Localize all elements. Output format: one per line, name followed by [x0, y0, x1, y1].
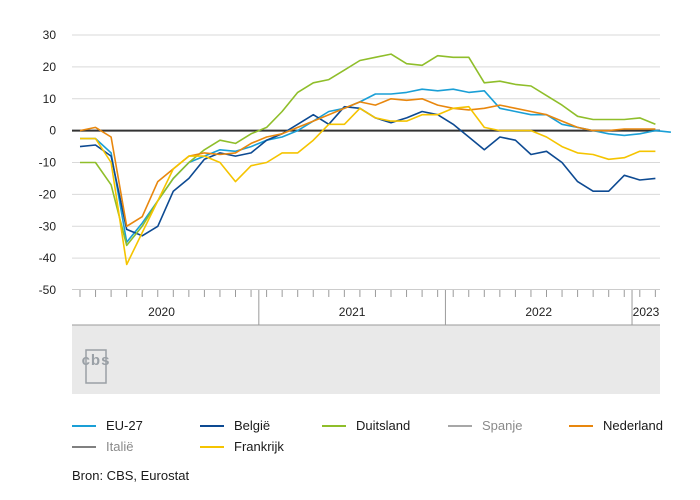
y-tick-label: 30 — [43, 28, 57, 42]
legend-label: Italië — [106, 439, 134, 454]
series-line-duitsland — [80, 53, 656, 247]
legend-item-italie[interactable]: Italië — [72, 439, 133, 454]
x-year-label: 2020 — [148, 305, 175, 319]
legend-label: België — [234, 418, 271, 433]
y-axis-tick-labels: 30 20 10 0 -10 -20 -30 -40 -50 — [39, 28, 57, 297]
series-lines — [79, 53, 671, 266]
legend-swatch-eu27 — [72, 424, 96, 427]
y-tick-label: -20 — [39, 187, 57, 201]
x-year-label: 2022 — [525, 305, 552, 319]
source-note: Bron: CBS, Eurostat — [72, 468, 190, 483]
y-tick-label: -40 — [39, 251, 57, 265]
gridlines — [72, 34, 660, 291]
y-tick-label: -50 — [39, 283, 57, 297]
legend-swatch-frankrijk — [200, 445, 224, 448]
cbs-logo-frame — [85, 349, 107, 384]
x-axis-band: 2020 2021 2022 2023 — [72, 289, 660, 394]
legend-swatch-italie — [72, 445, 96, 448]
x-year-label: 2021 — [339, 305, 366, 319]
y-tick-label: -10 — [39, 156, 57, 170]
legend-item-frankrijk[interactable]: Frankrijk — [200, 439, 284, 454]
legend-label: EU-27 — [106, 418, 143, 433]
legend-label: Duitsland — [356, 418, 411, 433]
legend-label: Spanje — [482, 418, 523, 433]
legend-item-nederland[interactable]: Nederland — [569, 418, 663, 433]
legend-label: Nederland — [603, 418, 663, 433]
cbs-logo-text: cbs — [82, 352, 111, 369]
legend-item-duitsland[interactable]: Duitsland — [322, 418, 410, 433]
y-tick-label: -30 — [39, 219, 57, 233]
y-tick-label: 20 — [43, 60, 57, 74]
series-line-eu-27 — [80, 88, 671, 243]
legend-item-belgie[interactable]: België — [200, 418, 270, 433]
legend-item-eu27[interactable]: EU-27 — [72, 418, 143, 433]
legend-swatch-belgie — [200, 424, 224, 427]
legend-item-spanje[interactable]: Spanje — [448, 418, 522, 433]
legend-swatch-nederland — [569, 424, 593, 427]
legend-swatch-spanje — [448, 424, 472, 427]
legend: EU-27 België Duitsland Spanje Nederland … — [72, 418, 672, 458]
x-year-label: 2023 — [633, 305, 660, 319]
y-tick-label: 10 — [43, 92, 57, 106]
series-line-frankrijk — [80, 105, 656, 266]
cbs-logo: cbs — [82, 349, 111, 384]
legend-swatch-duitsland — [322, 424, 346, 427]
y-tick-label: 0 — [49, 124, 56, 138]
legend-label: Frankrijk — [234, 439, 284, 454]
